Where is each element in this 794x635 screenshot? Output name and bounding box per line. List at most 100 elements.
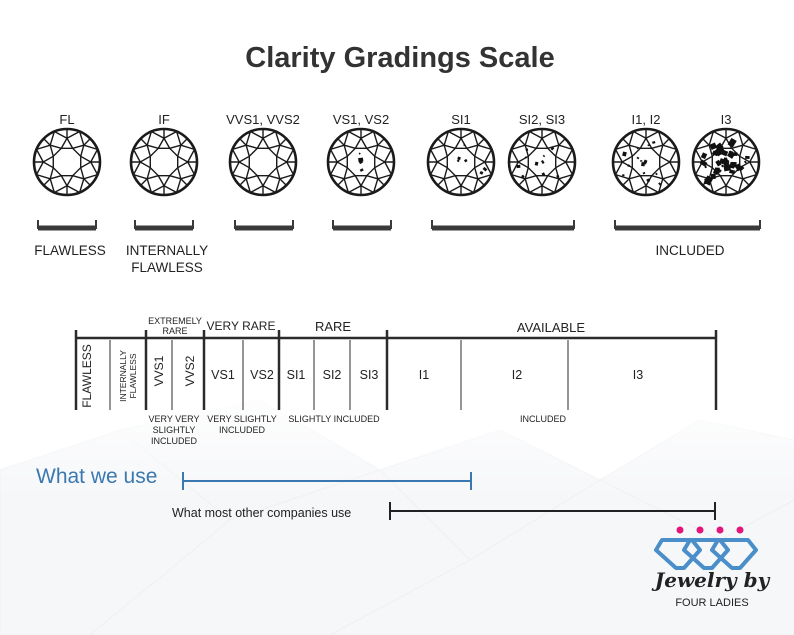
- inclusion-mark: [640, 160, 643, 162]
- diamond-icon: [129, 127, 199, 197]
- sublabel-vvs: VERY VERY SLIGHTLY INCLUDED: [148, 414, 200, 446]
- group-available: AVAILABLE: [516, 320, 586, 335]
- inclusion-mark: [457, 156, 461, 161]
- inclusion-mark: [715, 159, 722, 167]
- group-extremely-rare: EXTREMELY RARE: [148, 316, 202, 336]
- inclusion-mark: [622, 174, 625, 177]
- sublabel-vs: VERY SLIGHTLY INCLUDED: [207, 414, 277, 435]
- cell-i2: I2: [511, 368, 523, 382]
- inclusion-mark: [456, 159, 460, 163]
- diamond-icon: [426, 127, 496, 197]
- sublabel-included: INCLUDED: [519, 414, 567, 424]
- inclusion-mark: [482, 166, 488, 172]
- inclusion-mark: [655, 172, 658, 176]
- inclusion-mark: [704, 178, 712, 185]
- inclusion-mark: [358, 152, 361, 155]
- diamond-icon: [326, 127, 396, 197]
- inclusion-mark: [550, 146, 555, 151]
- inclusion-mark: [525, 148, 529, 152]
- cell-vs2: VS2: [250, 368, 274, 382]
- cell-vs1: VS1: [211, 368, 235, 382]
- page-title: Clarity Gradings Scale: [245, 42, 555, 74]
- inclusion-mark: [521, 174, 525, 179]
- grade-label-i3: I3: [720, 112, 732, 127]
- bucket-label-included: INCLUDED: [655, 243, 725, 258]
- bucket-label-flawless: FLAWLESS: [34, 243, 106, 258]
- inclusion-mark: [729, 169, 736, 175]
- diamond-row: [32, 127, 761, 231]
- grade-label-vvs: VVS1, VVS2: [226, 112, 300, 127]
- inclusion-mark: [743, 160, 747, 164]
- inclusion-mark: [700, 152, 708, 160]
- inclusion-mark: [724, 159, 730, 165]
- grade-label-vs: VS1, VS2: [332, 112, 390, 127]
- inclusion-mark: [534, 161, 539, 166]
- inclusion-mark: [622, 151, 627, 157]
- grade-label-fl: FL: [59, 112, 75, 127]
- cell-si3: SI3: [359, 368, 379, 382]
- cell-vvs2: VVS2: [183, 355, 197, 387]
- bucket-brackets: [37, 220, 761, 231]
- inclusion-mark: [745, 155, 750, 159]
- inclusion-mark: [540, 159, 545, 164]
- inclusion-mark: [463, 143, 466, 147]
- inclusion-mark: [541, 172, 546, 177]
- inclusion-mark: [732, 152, 738, 156]
- inclusion-mark: [359, 168, 364, 172]
- inclusion-mark: [479, 171, 484, 175]
- diamond-icon: [507, 127, 577, 197]
- what-we-use-label: What we use: [36, 465, 158, 488]
- inclusion-mark: [642, 171, 646, 175]
- diamond-icon: [691, 127, 761, 197]
- inclusion-mark: [714, 167, 720, 174]
- inclusion-mark: [731, 161, 737, 168]
- group-rare: RARE: [314, 319, 352, 334]
- grade-label-if: IF: [158, 112, 170, 127]
- cell-internally-flawless: INTERNALLY FLAWLESS: [118, 350, 138, 402]
- inclusion-mark: [720, 149, 729, 157]
- inclusion-mark: [542, 154, 546, 158]
- inclusion-mark: [711, 150, 719, 157]
- grade-label-i1-i2: I1, I2: [631, 112, 661, 127]
- inclusion-mark: [699, 159, 708, 167]
- inclusion-mark: [627, 164, 631, 168]
- inclusion-mark: [516, 164, 521, 169]
- inclusion-mark: [636, 146, 639, 150]
- bucket-label-internally-flawless: INTERNALLY FLAWLESS: [125, 243, 209, 275]
- inclusion-mark: [647, 144, 650, 147]
- clarity-scale-bar: [74, 330, 718, 410]
- cell-si2: SI2: [322, 368, 342, 382]
- inclusion-mark: [646, 178, 651, 183]
- cell-flawless: FLAWLESS: [80, 344, 94, 408]
- inclusion-mark: [709, 142, 718, 150]
- inclusion-mark: [463, 158, 468, 163]
- inclusion-mark: [641, 161, 646, 167]
- inclusion-mark: [738, 165, 745, 172]
- inclusion-mark: [704, 165, 707, 169]
- inclusion-mark: [636, 156, 640, 160]
- inclusion-mark: [727, 137, 737, 148]
- diamond-icon: [228, 127, 298, 197]
- inclusion-mark: [652, 140, 656, 144]
- logo-subtext: FOUR LADIES: [675, 597, 749, 609]
- inclusion-mark: [658, 182, 662, 186]
- inclusion-mark: [715, 142, 724, 151]
- inclusion-mark: [524, 156, 528, 159]
- inclusion-mark: [721, 164, 725, 168]
- inclusion-mark: [713, 170, 717, 175]
- group-very-rare: VERY RARE: [206, 319, 276, 333]
- diamond-icon: [611, 127, 681, 197]
- grade-label-si1: SI1: [451, 112, 471, 127]
- cell-si1: SI1: [286, 368, 306, 382]
- diamond-icon: [32, 127, 102, 197]
- sublabel-si: SLIGHTLY INCLUDED: [288, 414, 380, 424]
- cell-i1: I1: [418, 368, 430, 382]
- cell-i3: I3: [632, 368, 644, 382]
- cell-vvs1: VVS1: [152, 355, 166, 387]
- inclusion-mark: [717, 168, 722, 173]
- inclusion-mark: [556, 174, 560, 178]
- inclusion-mark: [358, 157, 364, 163]
- grade-label-si2-si3: SI2, SI3: [518, 112, 566, 127]
- inclusion-mark: [710, 173, 716, 179]
